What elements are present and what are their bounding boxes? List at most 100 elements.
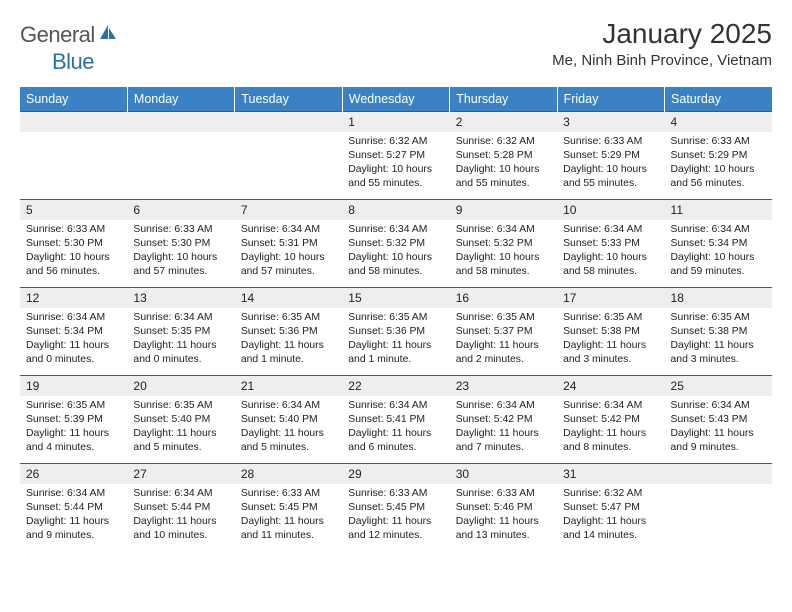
calendar-cell: 26Sunrise: 6:34 AMSunset: 5:44 PMDayligh…: [20, 464, 127, 552]
calendar-row: 5Sunrise: 6:33 AMSunset: 5:30 PMDaylight…: [20, 200, 772, 288]
day-details: Sunrise: 6:34 AMSunset: 5:44 PMDaylight:…: [20, 484, 127, 547]
day-details: Sunrise: 6:34 AMSunset: 5:34 PMDaylight:…: [665, 220, 772, 283]
calendar-cell: 21Sunrise: 6:34 AMSunset: 5:40 PMDayligh…: [235, 376, 342, 464]
calendar-row: 19Sunrise: 6:35 AMSunset: 5:39 PMDayligh…: [20, 376, 772, 464]
calendar-cell: 19Sunrise: 6:35 AMSunset: 5:39 PMDayligh…: [20, 376, 127, 464]
calendar-cell: 1Sunrise: 6:32 AMSunset: 5:27 PMDaylight…: [342, 112, 449, 200]
day-number: 4: [665, 112, 772, 132]
day-number: 24: [557, 376, 664, 396]
day-number: 20: [127, 376, 234, 396]
day-details: Sunrise: 6:35 AMSunset: 5:36 PMDaylight:…: [235, 308, 342, 371]
calendar-cell: 15Sunrise: 6:35 AMSunset: 5:36 PMDayligh…: [342, 288, 449, 376]
calendar-row: 1Sunrise: 6:32 AMSunset: 5:27 PMDaylight…: [20, 112, 772, 200]
day-details: Sunrise: 6:34 AMSunset: 5:33 PMDaylight:…: [557, 220, 664, 283]
day-details: Sunrise: 6:33 AMSunset: 5:29 PMDaylight:…: [557, 132, 664, 195]
day-number: 22: [342, 376, 449, 396]
day-details: Sunrise: 6:34 AMSunset: 5:41 PMDaylight:…: [342, 396, 449, 459]
calendar-cell: 4Sunrise: 6:33 AMSunset: 5:29 PMDaylight…: [665, 112, 772, 200]
calendar-cell: 17Sunrise: 6:35 AMSunset: 5:38 PMDayligh…: [557, 288, 664, 376]
weekday-header: Monday: [127, 87, 234, 112]
day-details: Sunrise: 6:35 AMSunset: 5:36 PMDaylight:…: [342, 308, 449, 371]
day-number: 26: [20, 464, 127, 484]
day-number: 6: [127, 200, 234, 220]
calendar-cell: 7Sunrise: 6:34 AMSunset: 5:31 PMDaylight…: [235, 200, 342, 288]
day-number: 1: [342, 112, 449, 132]
day-number: 25: [665, 376, 772, 396]
calendar-cell: 31Sunrise: 6:32 AMSunset: 5:47 PMDayligh…: [557, 464, 664, 552]
day-number: 30: [450, 464, 557, 484]
day-details: Sunrise: 6:35 AMSunset: 5:38 PMDaylight:…: [557, 308, 664, 371]
calendar-cell: 9Sunrise: 6:34 AMSunset: 5:32 PMDaylight…: [450, 200, 557, 288]
day-number: 18: [665, 288, 772, 308]
logo-text-blue: Blue: [52, 49, 94, 74]
day-number: 31: [557, 464, 664, 484]
calendar-cell: [665, 464, 772, 552]
day-details: Sunrise: 6:33 AMSunset: 5:46 PMDaylight:…: [450, 484, 557, 547]
day-number: 2: [450, 112, 557, 132]
day-number: 17: [557, 288, 664, 308]
day-number: 15: [342, 288, 449, 308]
calendar-row: 26Sunrise: 6:34 AMSunset: 5:44 PMDayligh…: [20, 464, 772, 552]
weekday-header: Thursday: [450, 87, 557, 112]
calendar-cell: 10Sunrise: 6:34 AMSunset: 5:33 PMDayligh…: [557, 200, 664, 288]
day-details: Sunrise: 6:34 AMSunset: 5:43 PMDaylight:…: [665, 396, 772, 459]
calendar-row: 12Sunrise: 6:34 AMSunset: 5:34 PMDayligh…: [20, 288, 772, 376]
day-details: Sunrise: 6:33 AMSunset: 5:30 PMDaylight:…: [127, 220, 234, 283]
calendar-cell: 3Sunrise: 6:33 AMSunset: 5:29 PMDaylight…: [557, 112, 664, 200]
calendar-cell: 14Sunrise: 6:35 AMSunset: 5:36 PMDayligh…: [235, 288, 342, 376]
logo-sail-icon: [98, 24, 118, 47]
day-details: Sunrise: 6:34 AMSunset: 5:42 PMDaylight:…: [450, 396, 557, 459]
day-details: Sunrise: 6:35 AMSunset: 5:38 PMDaylight:…: [665, 308, 772, 371]
calendar-cell: 22Sunrise: 6:34 AMSunset: 5:41 PMDayligh…: [342, 376, 449, 464]
calendar-cell: 27Sunrise: 6:34 AMSunset: 5:44 PMDayligh…: [127, 464, 234, 552]
calendar-cell: 6Sunrise: 6:33 AMSunset: 5:30 PMDaylight…: [127, 200, 234, 288]
day-details: Sunrise: 6:32 AMSunset: 5:28 PMDaylight:…: [450, 132, 557, 195]
calendar-cell: 28Sunrise: 6:33 AMSunset: 5:45 PMDayligh…: [235, 464, 342, 552]
day-details: Sunrise: 6:34 AMSunset: 5:42 PMDaylight:…: [557, 396, 664, 459]
month-title: January 2025: [552, 18, 772, 50]
weekday-header: Wednesday: [342, 87, 449, 112]
day-details: Sunrise: 6:33 AMSunset: 5:45 PMDaylight:…: [235, 484, 342, 547]
calendar-cell: 18Sunrise: 6:35 AMSunset: 5:38 PMDayligh…: [665, 288, 772, 376]
calendar-cell: 25Sunrise: 6:34 AMSunset: 5:43 PMDayligh…: [665, 376, 772, 464]
day-details: Sunrise: 6:32 AMSunset: 5:47 PMDaylight:…: [557, 484, 664, 547]
day-number: 3: [557, 112, 664, 132]
weekday-header: Tuesday: [235, 87, 342, 112]
day-number: 21: [235, 376, 342, 396]
day-number: 14: [235, 288, 342, 308]
calendar-cell: 16Sunrise: 6:35 AMSunset: 5:37 PMDayligh…: [450, 288, 557, 376]
day-number: 13: [127, 288, 234, 308]
day-details: Sunrise: 6:35 AMSunset: 5:37 PMDaylight:…: [450, 308, 557, 371]
weekday-header-row: SundayMondayTuesdayWednesdayThursdayFrid…: [20, 87, 772, 112]
day-details: Sunrise: 6:34 AMSunset: 5:32 PMDaylight:…: [450, 220, 557, 283]
day-details: Sunrise: 6:33 AMSunset: 5:45 PMDaylight:…: [342, 484, 449, 547]
calendar-cell: 30Sunrise: 6:33 AMSunset: 5:46 PMDayligh…: [450, 464, 557, 552]
day-number: 27: [127, 464, 234, 484]
calendar-cell: 29Sunrise: 6:33 AMSunset: 5:45 PMDayligh…: [342, 464, 449, 552]
day-number: 8: [342, 200, 449, 220]
logo: General: [20, 22, 118, 48]
calendar-cell: 5Sunrise: 6:33 AMSunset: 5:30 PMDaylight…: [20, 200, 127, 288]
calendar-cell: 8Sunrise: 6:34 AMSunset: 5:32 PMDaylight…: [342, 200, 449, 288]
day-number: 29: [342, 464, 449, 484]
day-number: 5: [20, 200, 127, 220]
day-details: Sunrise: 6:34 AMSunset: 5:32 PMDaylight:…: [342, 220, 449, 283]
calendar-cell: [127, 112, 234, 200]
day-number: 23: [450, 376, 557, 396]
day-number: 19: [20, 376, 127, 396]
day-number: 16: [450, 288, 557, 308]
calendar-cell: [20, 112, 127, 200]
calendar-cell: 23Sunrise: 6:34 AMSunset: 5:42 PMDayligh…: [450, 376, 557, 464]
weekday-header: Friday: [557, 87, 664, 112]
day-number: 10: [557, 200, 664, 220]
calendar-cell: [235, 112, 342, 200]
calendar-cell: 2Sunrise: 6:32 AMSunset: 5:28 PMDaylight…: [450, 112, 557, 200]
calendar-cell: 12Sunrise: 6:34 AMSunset: 5:34 PMDayligh…: [20, 288, 127, 376]
calendar-table: SundayMondayTuesdayWednesdayThursdayFrid…: [20, 87, 772, 552]
day-details: Sunrise: 6:33 AMSunset: 5:30 PMDaylight:…: [20, 220, 127, 283]
day-details: Sunrise: 6:33 AMSunset: 5:29 PMDaylight:…: [665, 132, 772, 195]
day-details: Sunrise: 6:35 AMSunset: 5:40 PMDaylight:…: [127, 396, 234, 459]
day-details: Sunrise: 6:35 AMSunset: 5:39 PMDaylight:…: [20, 396, 127, 459]
calendar-cell: 11Sunrise: 6:34 AMSunset: 5:34 PMDayligh…: [665, 200, 772, 288]
day-details: Sunrise: 6:34 AMSunset: 5:34 PMDaylight:…: [20, 308, 127, 371]
